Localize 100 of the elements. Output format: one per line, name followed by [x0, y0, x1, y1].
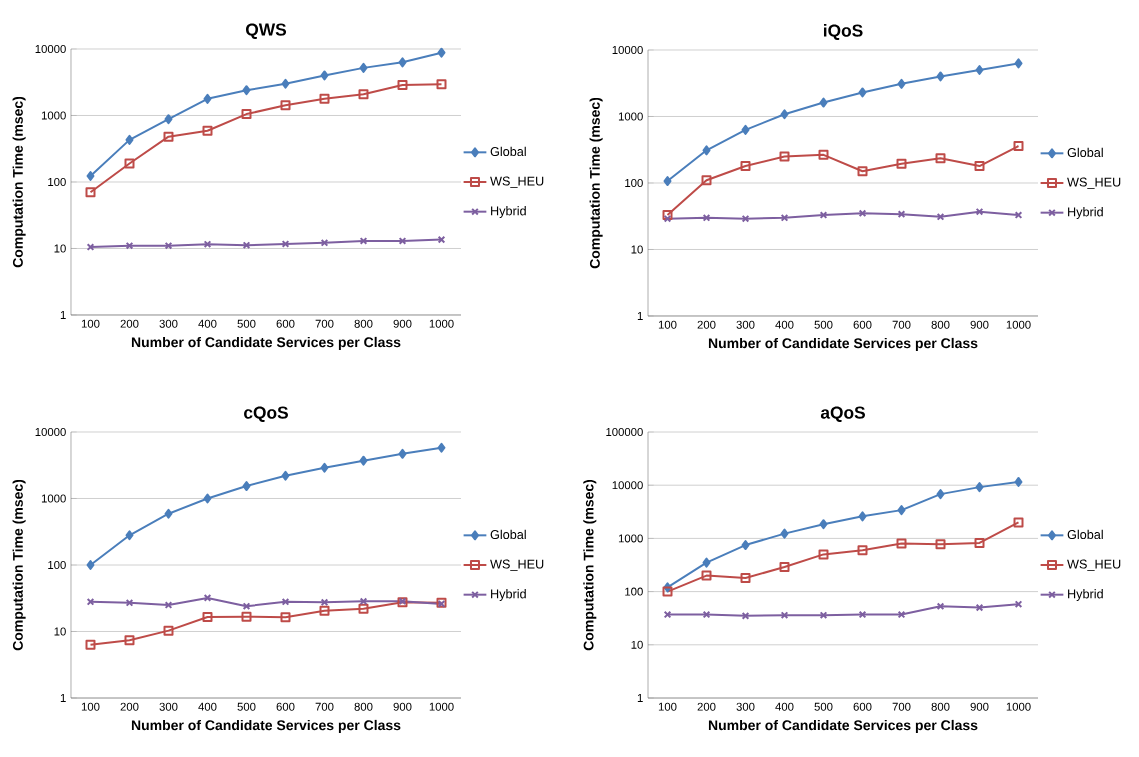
point [741, 612, 750, 620]
x-tick-label: 500 [814, 702, 833, 711]
point [436, 79, 447, 90]
point [203, 93, 212, 104]
point [242, 85, 251, 96]
point [319, 93, 330, 104]
point [242, 602, 251, 611]
point [1013, 517, 1024, 528]
point [858, 87, 867, 98]
y-tick-label: 1000 [41, 111, 66, 120]
x-axis-title: Number of Candidate Services per Class [131, 719, 401, 733]
chart-title: QWS [246, 23, 287, 39]
y-tick-label: 10000 [35, 44, 66, 53]
x-axis-title: Number of Candidate Services per Class [131, 336, 401, 350]
y-tick-label: 10 [631, 640, 643, 649]
point [819, 97, 828, 108]
point [242, 241, 251, 250]
point [281, 597, 290, 606]
y-tick-label: 1 [637, 312, 643, 320]
x-tick-label: 300 [159, 702, 178, 711]
x-tick-label: 1000 [429, 702, 454, 711]
point [85, 187, 96, 198]
point [202, 125, 213, 136]
x-tick-label: 700 [892, 320, 911, 329]
y-axis-title: Computation Time (msec) [583, 479, 597, 651]
point [85, 639, 96, 650]
legend-label: WS_HEU [490, 559, 544, 571]
x-tick-label: 900 [393, 319, 412, 328]
point [86, 171, 95, 182]
legend-label: WS_HEU [1067, 559, 1121, 571]
x-axis-title: Number of Candidate Services per Class [708, 719, 978, 733]
y-tick-label: 100 [48, 177, 66, 186]
point [358, 603, 369, 614]
point [701, 570, 712, 581]
legend-label: Global [490, 146, 526, 157]
legend-label: Hybrid [491, 589, 526, 601]
point [437, 442, 446, 453]
x-tick-label: 500 [237, 702, 256, 711]
x-axis-title: Number of Candidate Services per Class [708, 337, 978, 351]
y-axis-title: Computation Time (msec) [589, 97, 603, 269]
x-tick-label: 300 [736, 702, 755, 711]
point [1014, 58, 1023, 69]
point [897, 610, 906, 619]
y-tick-label: 100000 [606, 428, 643, 437]
point [241, 109, 252, 120]
point [858, 610, 867, 619]
point [663, 176, 672, 187]
point [819, 519, 828, 530]
x-tick-label: 100 [81, 702, 100, 711]
point [164, 508, 173, 519]
point [662, 586, 673, 597]
y-axis-title: Computation Time (msec) [12, 479, 26, 651]
point [779, 562, 790, 572]
point [241, 611, 252, 622]
point [857, 545, 868, 556]
point [398, 237, 407, 245]
y-tick-label: 100 [625, 587, 643, 596]
point [780, 109, 789, 120]
point [896, 538, 907, 549]
point [320, 70, 329, 81]
point [281, 470, 290, 481]
x-tick-label: 100 [81, 319, 100, 328]
point [359, 597, 368, 606]
x-tick-label: 800 [354, 702, 373, 711]
legend-label: Hybrid [1068, 589, 1103, 601]
point [1014, 476, 1023, 487]
point [280, 612, 291, 623]
point [701, 175, 712, 186]
point [358, 89, 369, 100]
y-tick-label: 1 [637, 694, 643, 702]
point [897, 210, 906, 218]
point [164, 114, 173, 125]
x-tick-label: 700 [315, 702, 334, 711]
point [858, 511, 867, 522]
x-tick-label: 500 [237, 319, 256, 328]
point [897, 78, 906, 89]
x-tick-label: 200 [120, 319, 139, 328]
point [125, 530, 134, 541]
point [740, 161, 751, 172]
legend-label: Global [1067, 147, 1103, 158]
legend-label: Global [490, 529, 526, 540]
point [857, 166, 868, 177]
point [125, 598, 134, 607]
point [281, 78, 290, 89]
x-tick-label: 200 [697, 320, 716, 329]
x-tick-label: 900 [970, 320, 989, 329]
x-tick-label: 1000 [1006, 320, 1031, 329]
point [936, 602, 945, 611]
y-tick-label: 100 [625, 178, 643, 187]
x-tick-label: 200 [697, 702, 716, 711]
y-axis-title: Computation Time (msec) [12, 96, 26, 268]
legend-label: WS_HEU [490, 176, 544, 188]
x-tick-label: 800 [354, 319, 373, 328]
point [702, 145, 711, 156]
x-tick-label: 400 [775, 702, 794, 711]
x-tick-label: 800 [931, 320, 950, 329]
point [974, 161, 985, 172]
point [125, 134, 134, 145]
point [935, 539, 946, 550]
point [741, 214, 750, 223]
